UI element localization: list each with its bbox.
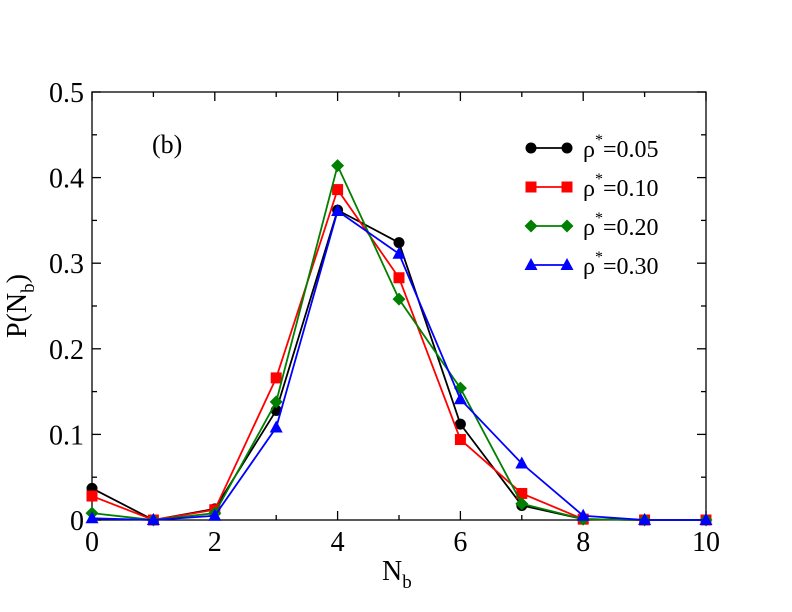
x-tick-label: 8 bbox=[576, 527, 590, 558]
data-point bbox=[392, 292, 406, 306]
data-point bbox=[392, 246, 406, 259]
legend-marker bbox=[525, 181, 537, 193]
data-point bbox=[454, 418, 466, 430]
data-point bbox=[638, 513, 652, 525]
data-point bbox=[269, 395, 283, 409]
legend-marker bbox=[525, 142, 537, 154]
data-point bbox=[146, 513, 160, 525]
data-point bbox=[699, 513, 713, 525]
legend-marker bbox=[561, 142, 573, 154]
data-point bbox=[576, 508, 590, 521]
legend-label: ρ*=0.10 bbox=[583, 171, 659, 202]
legend-marker bbox=[560, 258, 574, 270]
data-point bbox=[269, 420, 283, 433]
x-axis-label-sub: b bbox=[402, 572, 412, 593]
data-point bbox=[86, 490, 98, 502]
y-tick-label: 0.1 bbox=[49, 420, 84, 451]
data-point bbox=[393, 272, 405, 284]
x-axis-label-main: N bbox=[382, 556, 402, 587]
y-axis-label-main: P(N bbox=[2, 293, 33, 338]
x-tick-label: 0 bbox=[85, 527, 99, 558]
data-point bbox=[85, 511, 99, 524]
legend-item: ρ*=0.20 bbox=[524, 210, 659, 241]
series-3 bbox=[85, 203, 713, 525]
y-axis-label-close: ) bbox=[2, 274, 33, 283]
axis-ticks: 0 2 4 6 8 10 0 0.1 0.2 0.3 0.4 0.5 bbox=[49, 78, 720, 558]
data-point bbox=[332, 184, 344, 196]
y-axis-label: P(Nb) bbox=[2, 274, 39, 338]
legend-label: ρ*=0.05 bbox=[583, 132, 659, 163]
data-point bbox=[516, 487, 528, 499]
y-tick-label: 0 bbox=[70, 506, 84, 537]
y-tick-label: 0.2 bbox=[49, 335, 84, 366]
data-point bbox=[331, 203, 345, 216]
x-axis-label: Nb bbox=[382, 556, 412, 593]
legend: ρ*=0.05 ρ*=0.10 ρ*=0.20 ρ*=0.30 bbox=[524, 132, 659, 280]
x-tick-label: 4 bbox=[331, 527, 345, 558]
legend-label: ρ*=0.30 bbox=[583, 249, 659, 280]
legend-item: ρ*=0.10 bbox=[525, 171, 659, 202]
data-point bbox=[331, 159, 345, 173]
legend-marker bbox=[524, 219, 538, 233]
data-point bbox=[454, 434, 466, 446]
panel-label: (b) bbox=[152, 130, 182, 159]
data-point bbox=[453, 392, 467, 405]
data-point bbox=[515, 456, 529, 469]
legend-marker bbox=[560, 219, 574, 233]
y-tick-label: 0.3 bbox=[49, 249, 84, 280]
data-point bbox=[270, 372, 282, 384]
series-layer bbox=[85, 159, 713, 527]
data-point bbox=[515, 497, 529, 511]
y-tick-label: 0.5 bbox=[49, 78, 84, 109]
x-tick-label: 10 bbox=[692, 527, 720, 558]
data-point bbox=[393, 237, 405, 249]
x-tick-label: 2 bbox=[208, 527, 222, 558]
legend-item: ρ*=0.05 bbox=[525, 132, 659, 163]
legend-item: ρ*=0.30 bbox=[524, 249, 659, 280]
x-tick-label: 6 bbox=[453, 527, 467, 558]
legend-marker bbox=[561, 181, 573, 193]
legend-label: ρ*=0.20 bbox=[583, 210, 659, 241]
legend-marker bbox=[524, 258, 538, 270]
y-tick-label: 0.4 bbox=[49, 164, 84, 195]
y-axis-label-sub: b bbox=[18, 283, 39, 293]
data-point bbox=[208, 508, 222, 521]
